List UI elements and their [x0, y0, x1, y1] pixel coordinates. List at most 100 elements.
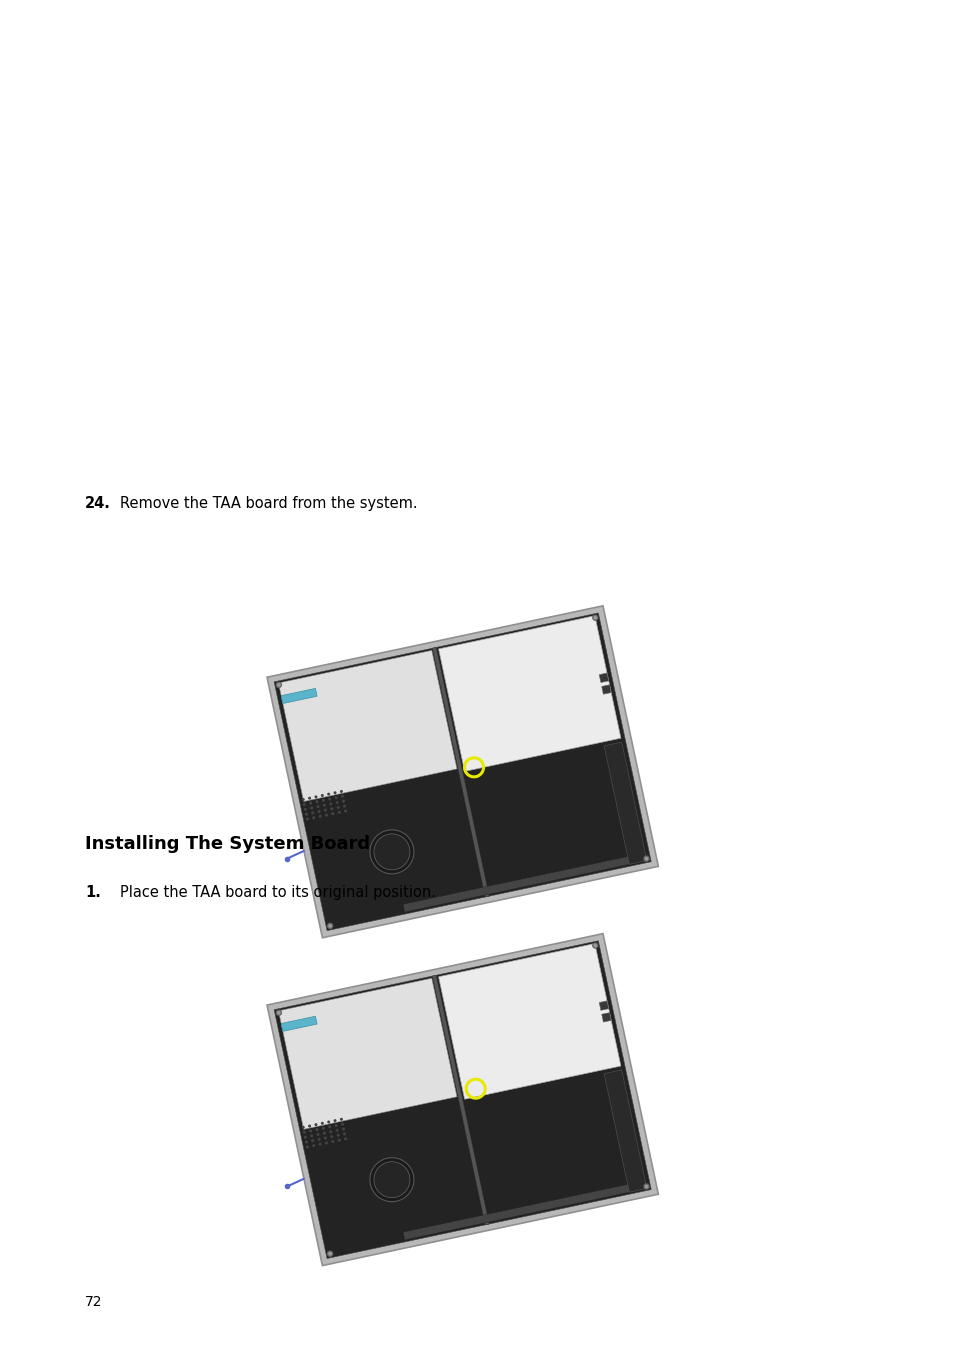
Polygon shape — [374, 833, 410, 870]
Circle shape — [276, 1011, 281, 1015]
Polygon shape — [278, 650, 456, 802]
Circle shape — [332, 813, 334, 814]
Circle shape — [643, 856, 648, 861]
Circle shape — [313, 1145, 314, 1146]
Polygon shape — [601, 1012, 611, 1022]
Circle shape — [336, 802, 337, 803]
Circle shape — [341, 795, 343, 798]
Circle shape — [643, 1184, 648, 1188]
Circle shape — [338, 1139, 339, 1141]
Circle shape — [335, 1124, 336, 1127]
Circle shape — [325, 1142, 327, 1143]
Polygon shape — [281, 688, 316, 703]
Circle shape — [329, 798, 330, 800]
Circle shape — [277, 684, 280, 686]
Circle shape — [324, 810, 326, 811]
Polygon shape — [267, 605, 658, 938]
Circle shape — [338, 811, 339, 813]
Circle shape — [328, 794, 329, 795]
Circle shape — [343, 1134, 345, 1135]
Circle shape — [344, 1138, 346, 1139]
Circle shape — [342, 800, 344, 802]
Circle shape — [592, 943, 598, 948]
Polygon shape — [603, 742, 646, 865]
Circle shape — [314, 796, 316, 798]
Circle shape — [315, 1128, 317, 1131]
Circle shape — [344, 810, 346, 811]
Circle shape — [309, 798, 310, 799]
Polygon shape — [438, 616, 620, 772]
Polygon shape — [274, 941, 651, 1258]
Polygon shape — [374, 1161, 410, 1198]
Circle shape — [321, 795, 323, 796]
Text: Place the TAA board to its original position.: Place the TAA board to its original posi… — [120, 885, 436, 900]
Polygon shape — [278, 978, 456, 1130]
Circle shape — [330, 1131, 332, 1132]
Circle shape — [324, 1138, 326, 1139]
Circle shape — [311, 807, 313, 809]
Circle shape — [332, 1141, 334, 1142]
Polygon shape — [598, 1001, 608, 1011]
Circle shape — [323, 805, 325, 806]
Circle shape — [327, 923, 333, 929]
Circle shape — [325, 814, 327, 816]
Circle shape — [328, 1121, 329, 1123]
Circle shape — [310, 802, 311, 803]
Circle shape — [334, 792, 335, 794]
Circle shape — [341, 1123, 343, 1126]
Circle shape — [331, 809, 333, 810]
Text: 72: 72 — [85, 1295, 102, 1309]
Circle shape — [314, 1124, 316, 1126]
Circle shape — [303, 1131, 305, 1132]
Text: 1.: 1. — [85, 885, 101, 900]
Circle shape — [327, 1251, 333, 1257]
Circle shape — [317, 806, 318, 807]
Circle shape — [322, 1127, 324, 1130]
Circle shape — [337, 1135, 338, 1137]
Polygon shape — [281, 1016, 316, 1031]
Polygon shape — [598, 673, 608, 683]
Text: Remove the TAA board from the system.: Remove the TAA board from the system. — [120, 496, 417, 511]
Circle shape — [592, 615, 598, 620]
Circle shape — [336, 1130, 337, 1131]
Polygon shape — [403, 1180, 646, 1240]
Polygon shape — [370, 831, 414, 874]
Polygon shape — [267, 933, 658, 1266]
Polygon shape — [432, 975, 489, 1225]
Text: 24.: 24. — [85, 496, 111, 511]
Polygon shape — [601, 684, 611, 694]
Circle shape — [331, 1137, 333, 1138]
Circle shape — [644, 1186, 647, 1187]
Circle shape — [317, 1134, 318, 1135]
Circle shape — [318, 1138, 319, 1141]
Circle shape — [313, 817, 314, 818]
Circle shape — [312, 1139, 314, 1142]
Circle shape — [277, 1012, 280, 1014]
Circle shape — [309, 1126, 310, 1127]
Circle shape — [305, 1141, 307, 1143]
Circle shape — [322, 799, 324, 802]
Circle shape — [302, 1127, 304, 1128]
Circle shape — [594, 616, 596, 619]
Circle shape — [329, 925, 331, 928]
Polygon shape — [403, 852, 646, 912]
Circle shape — [302, 799, 304, 800]
Circle shape — [311, 1135, 313, 1137]
Circle shape — [312, 811, 314, 814]
Circle shape — [321, 1123, 323, 1124]
Circle shape — [319, 816, 320, 817]
Circle shape — [330, 803, 332, 805]
Text: Installing The System Board: Installing The System Board — [85, 835, 370, 852]
Circle shape — [329, 1126, 330, 1128]
Circle shape — [306, 1146, 308, 1147]
Circle shape — [335, 796, 336, 799]
Circle shape — [340, 791, 342, 792]
Circle shape — [594, 944, 596, 947]
Circle shape — [334, 1120, 335, 1121]
Polygon shape — [274, 613, 651, 930]
Circle shape — [304, 809, 306, 810]
Circle shape — [343, 806, 345, 807]
Circle shape — [318, 810, 319, 813]
Circle shape — [337, 807, 338, 809]
Circle shape — [342, 1128, 344, 1130]
